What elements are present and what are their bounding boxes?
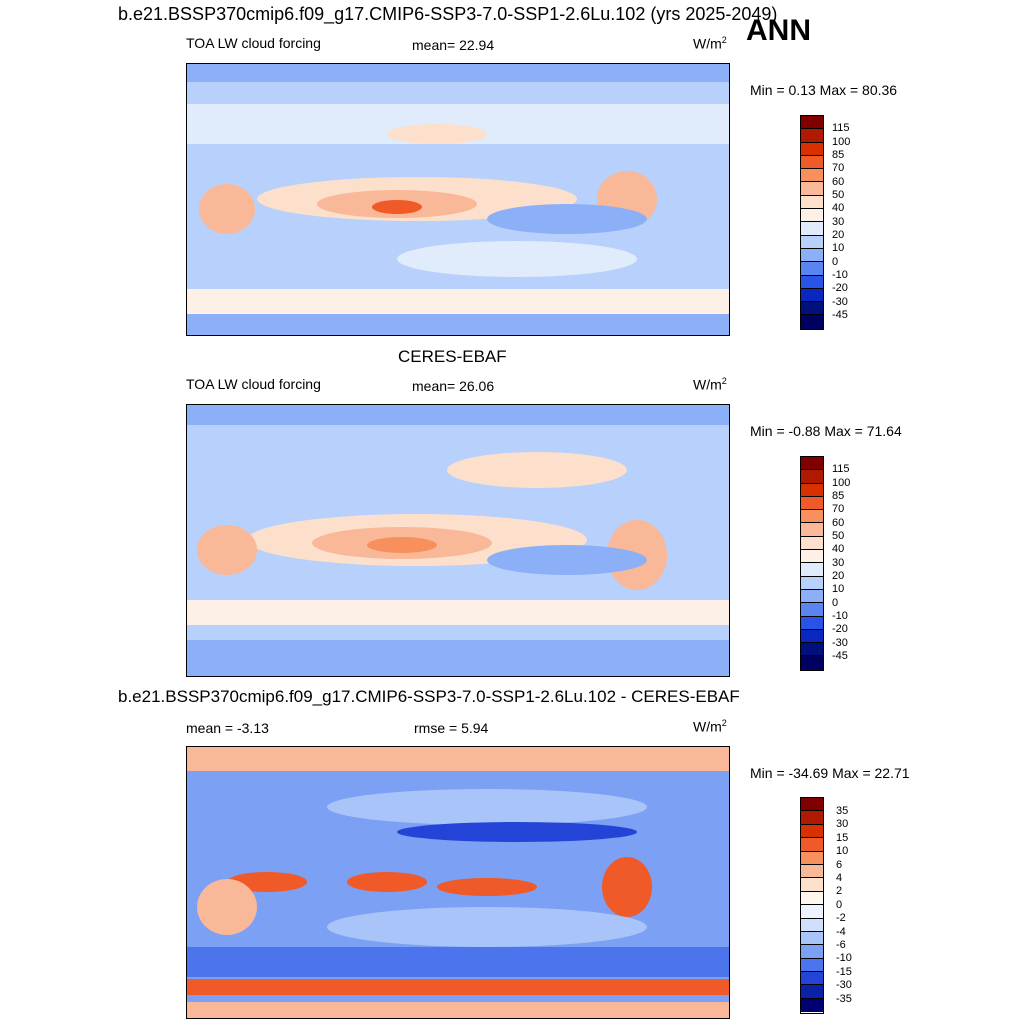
colorbar-1-tick: -45 — [832, 309, 848, 321]
colorbar-1-tick: 10 — [832, 242, 845, 254]
panel-1-minmax: Min = 0.13 Max = 80.36 — [750, 82, 898, 98]
colorbar-3-tick: -4 — [836, 926, 846, 938]
colorbar-3-tick: -15 — [836, 966, 852, 978]
colorbar-2-tick: 70 — [832, 503, 845, 515]
colorbar-2-tick: 0 — [832, 597, 839, 609]
colorbar-3-tick: 10 — [836, 845, 849, 857]
map-panel-2 — [186, 404, 730, 677]
colorbar-1-tick: 20 — [832, 229, 845, 241]
colorbar-2-tick: -20 — [832, 623, 848, 635]
colorbar-2-tick: -30 — [832, 637, 848, 649]
colorbar-2-tick: 115 — [832, 463, 850, 475]
colorbar-2-tick: -10 — [832, 610, 848, 622]
colorbar-3-tick: -2 — [836, 912, 846, 924]
colorbar-1-tick: 85 — [832, 149, 845, 161]
colorbar-2-tick: 30 — [832, 557, 845, 569]
colorbar-2-tick: 100 — [832, 477, 851, 489]
colorbar-2-tick: 85 — [832, 490, 845, 502]
colorbar-1 — [800, 115, 824, 330]
colorbar-2-tick: 60 — [832, 517, 845, 529]
panel-2-title: CERES-EBAF — [398, 347, 507, 366]
colorbar-1-tick: -10 — [832, 269, 848, 281]
map-1-field — [187, 64, 729, 335]
colorbar-1-tick: 115 — [832, 122, 850, 134]
colorbar-3-tick: 6 — [836, 859, 843, 871]
colorbar-3-tick: 35 — [836, 805, 849, 817]
colorbar-3-tick: 15 — [836, 832, 849, 844]
colorbar-3-tick: -6 — [836, 939, 846, 951]
colorbar-2-tick: 40 — [832, 543, 845, 555]
colorbar-2-tick: 20 — [832, 570, 845, 582]
colorbar-1-tick: 30 — [832, 216, 845, 228]
colorbar-3-tick: 30 — [836, 818, 849, 830]
colorbar-1-tick: -30 — [832, 296, 848, 308]
panel-3-rmse: rmse = 5.94 — [414, 720, 489, 736]
colorbar-2-tick: -45 — [832, 650, 848, 662]
colorbar-1-tick: 100 — [832, 136, 851, 148]
map-panel-1 — [186, 63, 730, 336]
main-title: b.e21.BSSP370cmip6.f09_g17.CMIP6-SSP3-7.… — [118, 4, 778, 24]
panel-2-mean: mean= 26.06 — [412, 378, 495, 394]
panel-3-minmax: Min = -34.69 Max = 22.71 — [750, 765, 910, 781]
colorbar-3-tick: -35 — [836, 993, 852, 1005]
colorbar-2-tick: 50 — [832, 530, 845, 542]
colorbar-2 — [800, 456, 824, 671]
colorbar-1-tick: 0 — [832, 256, 839, 268]
panel-1-unit: W/m2 — [693, 35, 727, 52]
colorbar-1-tick: 50 — [832, 189, 845, 201]
panel-2-unit: W/m2 — [693, 376, 727, 393]
colorbar-1-tick: 60 — [832, 176, 845, 188]
colorbar-1-tick: 40 — [832, 202, 845, 214]
map-panel-3 — [186, 746, 730, 1019]
panel-3-unit: W/m2 — [693, 718, 727, 735]
panel-3-mean: mean = -3.13 — [186, 720, 269, 736]
panel-3-title: b.e21.BSSP370cmip6.f09_g17.CMIP6-SSP3-7.… — [118, 687, 740, 706]
season-label: ANN — [746, 14, 811, 47]
colorbar-3-tick: -30 — [836, 979, 852, 991]
colorbar-3-tick: -10 — [836, 952, 852, 964]
map-2-field — [187, 405, 729, 676]
panel-1-variable: TOA LW cloud forcing — [186, 35, 321, 51]
colorbar-2-tick: 10 — [832, 583, 845, 595]
map-3-field — [187, 747, 729, 1018]
colorbar-3-tick: 0 — [836, 899, 843, 911]
panel-2-variable: TOA LW cloud forcing — [186, 376, 321, 392]
colorbar-3-tick: 4 — [836, 872, 843, 884]
colorbar-3 — [800, 797, 824, 1014]
colorbar-3-tick: 2 — [836, 885, 843, 897]
panel-2-minmax: Min = -0.88 Max = 71.64 — [750, 423, 902, 439]
colorbar-1-tick: -20 — [832, 282, 848, 294]
panel-1-mean: mean= 22.94 — [412, 37, 495, 53]
colorbar-1-tick: 70 — [832, 162, 845, 174]
